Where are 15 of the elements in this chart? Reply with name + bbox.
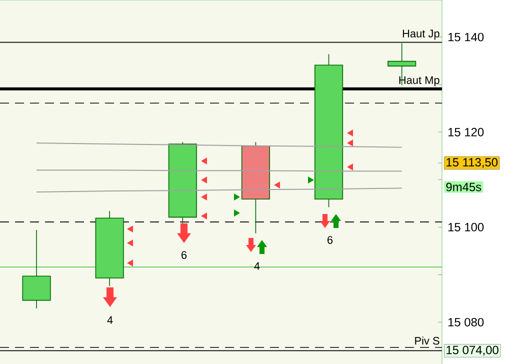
candlestick <box>95 210 124 286</box>
y-tick-label: 15 074,00 <box>446 346 498 356</box>
annotation: 6 <box>328 236 333 244</box>
y-tick-label: 15 080 <box>448 318 484 326</box>
annotation: 4 <box>107 316 113 324</box>
candlestick <box>168 142 197 224</box>
y-tick-label: 15 120 <box>448 128 484 136</box>
ref-line-label: Piv S <box>415 336 440 345</box>
y-tick-label: 15 100 <box>448 222 484 232</box>
candlestick <box>22 230 51 309</box>
y-tick-label: 15 140 <box>448 32 484 42</box>
ref-line-label: Haut Jp <box>402 30 440 40</box>
y-tick-label: 15 113,50 <box>446 158 498 168</box>
text: 9m45s <box>446 182 482 192</box>
annotation: 6 <box>182 251 187 259</box>
